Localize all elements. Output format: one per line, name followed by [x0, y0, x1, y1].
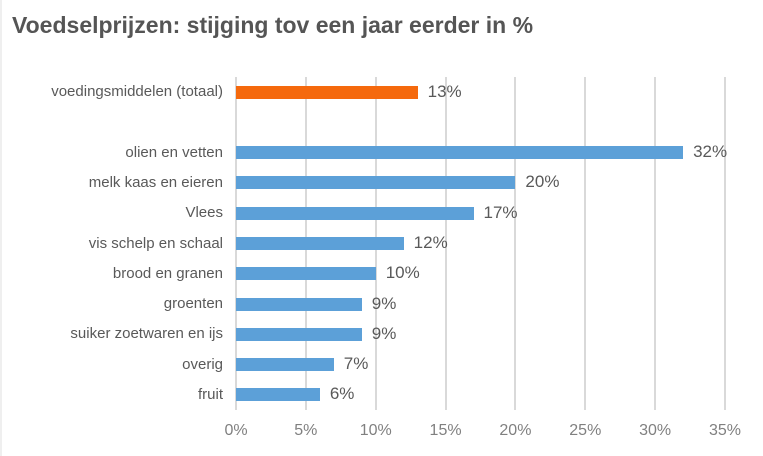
x-tick-label: 20% — [499, 422, 532, 439]
category-label: suiker zoetwaren en ijs — [70, 325, 223, 343]
value-label: 9% — [371, 323, 397, 343]
x-tick-label: 0% — [224, 422, 248, 439]
x-tick-label: 5% — [294, 422, 318, 439]
x-tick-label: 25% — [569, 422, 602, 439]
x-tick-label: 30% — [639, 422, 672, 439]
bar — [236, 146, 684, 160]
gridline — [654, 77, 657, 410]
category-label: brood en granen — [112, 264, 223, 282]
category-label: groenten — [163, 295, 223, 313]
category-label: Vlees — [185, 204, 223, 222]
bar — [236, 237, 404, 250]
value-label: 17% — [483, 202, 518, 222]
gridline — [514, 77, 517, 410]
value-label: 20% — [525, 172, 560, 192]
gridline — [724, 77, 726, 410]
category-label: melk kaas en eieren — [88, 173, 223, 191]
gridline — [584, 77, 587, 410]
value-label: 32% — [693, 142, 728, 162]
gridline — [444, 77, 447, 410]
value-label: 7% — [343, 354, 369, 374]
category-label: vis schelp en schaal — [88, 234, 223, 252]
bar — [236, 206, 474, 220]
value-label: 10% — [385, 263, 420, 283]
chart-title: Voedselprijzen: stijging tov een jaar ee… — [12, 12, 534, 38]
category-label: overig — [182, 355, 223, 373]
bar — [236, 176, 516, 190]
value-label: 12% — [413, 233, 448, 252]
category-label: fruit — [197, 385, 223, 403]
bar — [236, 358, 334, 372]
bar — [236, 327, 362, 341]
bar — [236, 267, 376, 281]
bar — [236, 85, 418, 99]
value-label: 6% — [329, 384, 355, 404]
category-label: voedingsmiddelen (totaal) — [51, 83, 223, 101]
category-label: olien en vetten — [125, 143, 223, 161]
x-tick-label: 10% — [359, 422, 392, 439]
x-tick-label: 15% — [429, 422, 462, 439]
x-tick-label: 35% — [708, 422, 742, 439]
value-label: 9% — [371, 293, 397, 313]
bar — [236, 297, 362, 311]
value-label: 13% — [427, 81, 462, 101]
bar — [236, 388, 320, 402]
